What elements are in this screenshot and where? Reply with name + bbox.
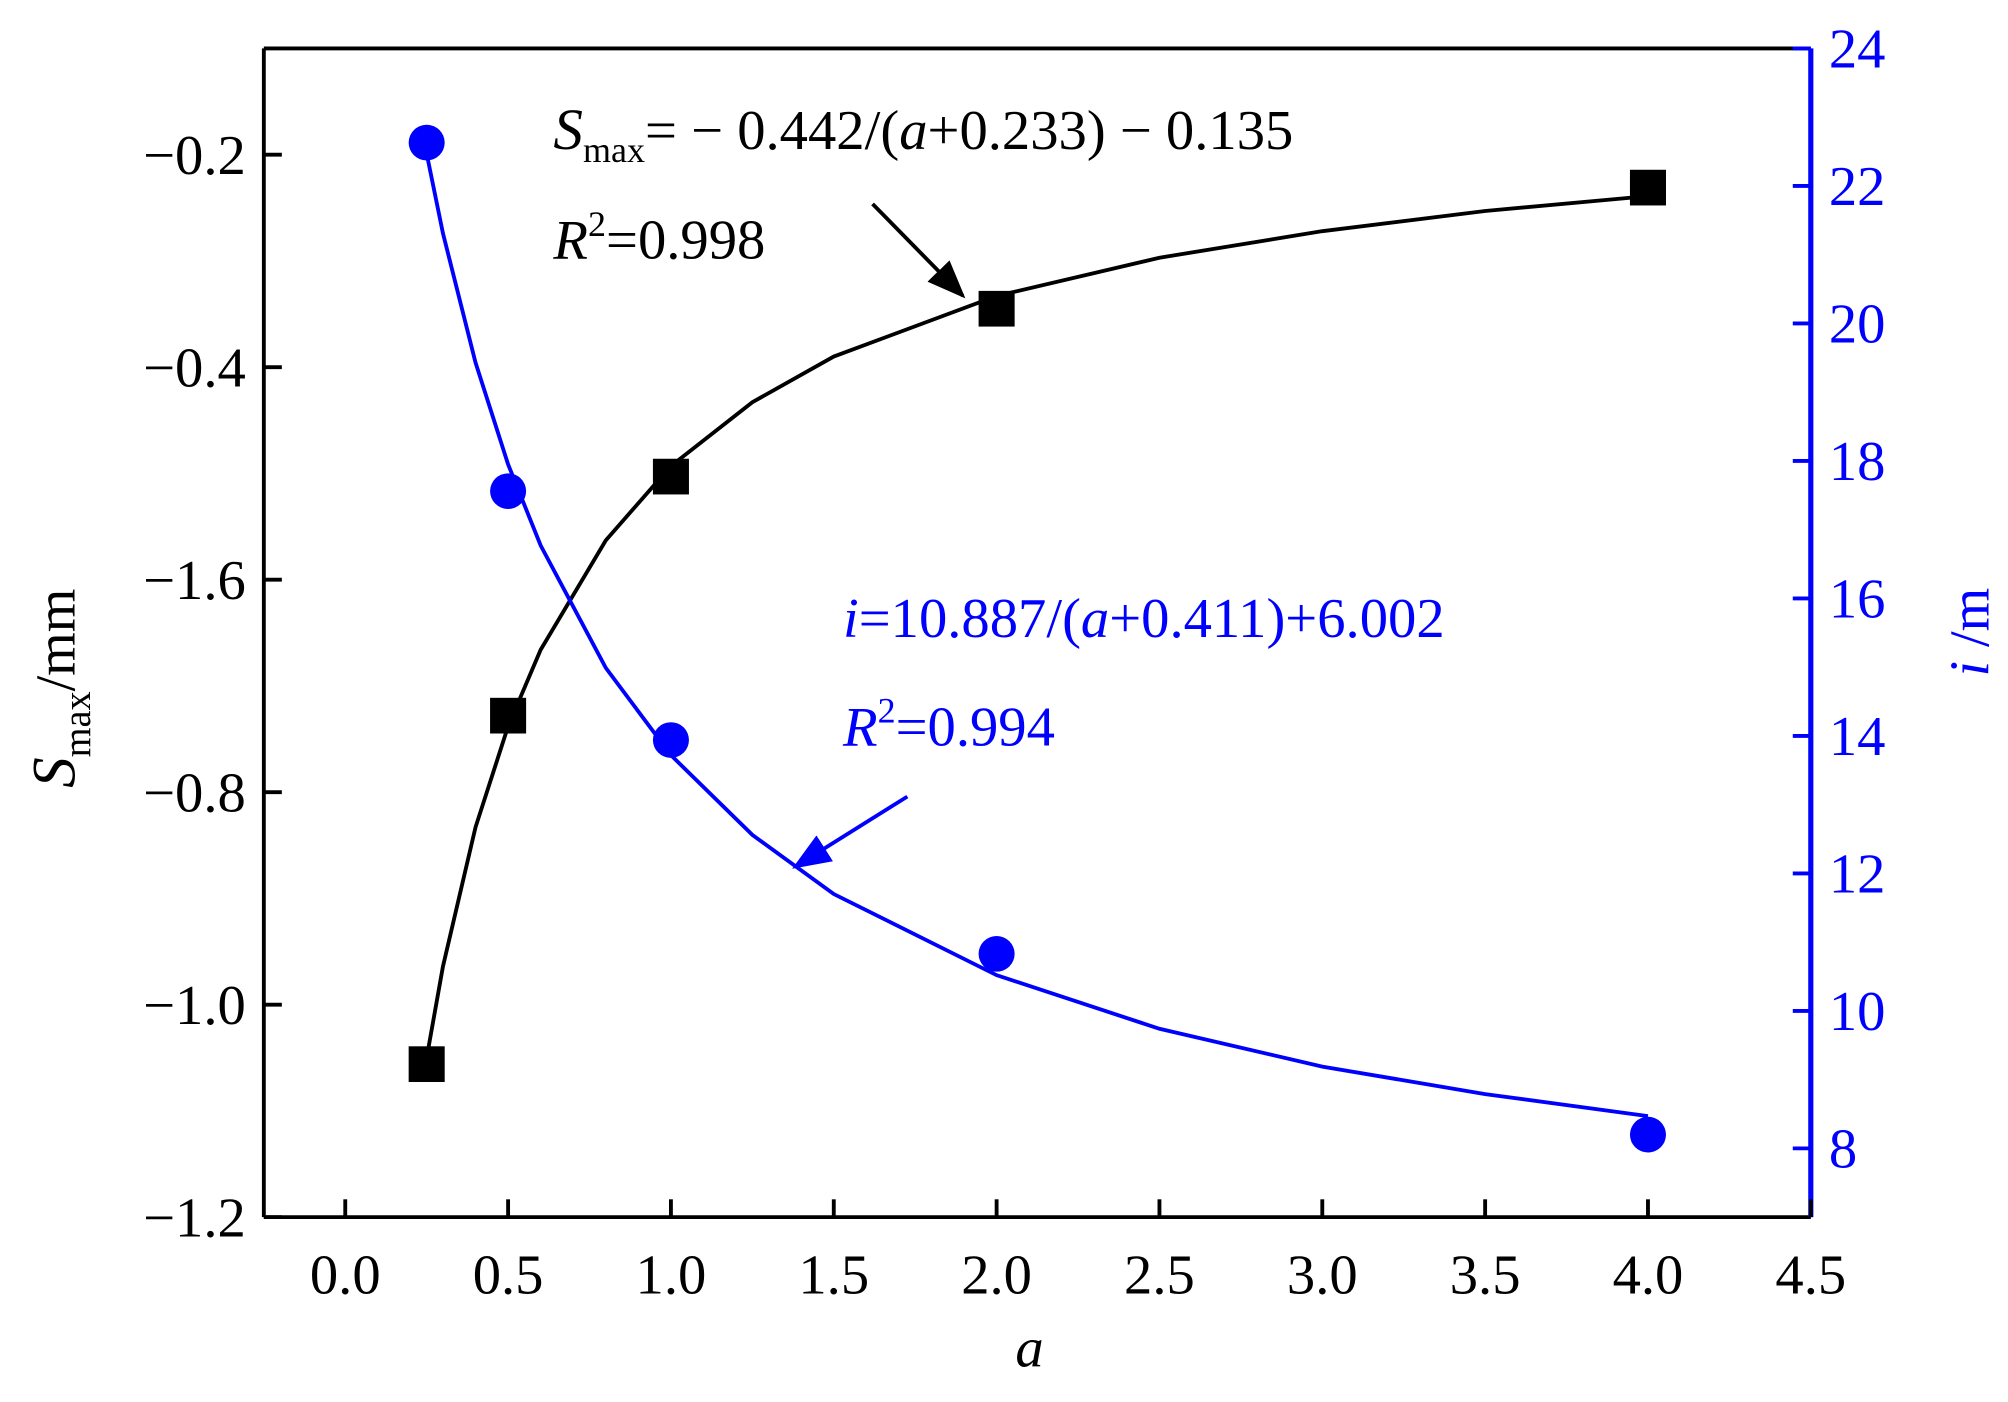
y-tick-label: −0.4 — [143, 338, 246, 400]
y2-tick-label: 16 — [1829, 569, 1886, 631]
annotation-part: R — [552, 210, 588, 272]
annotation-part: i — [843, 588, 859, 650]
marker — [1629, 1116, 1666, 1153]
x-tick-label: 0.0 — [310, 1245, 381, 1307]
annotation-part: a — [899, 100, 927, 162]
x-tick-label: 1.0 — [636, 1245, 707, 1307]
marker — [490, 473, 527, 510]
annotation-part: max — [583, 130, 645, 170]
annotation-part: R — [842, 697, 878, 759]
x-tick-label: 4.5 — [1775, 1245, 1846, 1307]
annotation-part: =10.887/( — [859, 588, 1081, 650]
annotation: R2=0.998 — [552, 204, 765, 272]
x-tick-label: 2.5 — [1124, 1245, 1195, 1307]
marker — [490, 697, 527, 734]
y-tick-label: −1.2 — [143, 1188, 246, 1250]
y2-tick-label: 8 — [1829, 1119, 1857, 1181]
y2-tick-label: 18 — [1829, 431, 1886, 493]
marker — [408, 1046, 445, 1082]
y2-tick-label: 12 — [1829, 844, 1886, 906]
annotation-arrow — [871, 202, 966, 299]
y-title-part: max — [57, 691, 99, 757]
marker — [652, 458, 689, 495]
marker — [652, 722, 689, 758]
annotation-part: a — [1081, 588, 1109, 650]
y2-title-part: /m — [1939, 588, 2001, 661]
x-tick-label: 3.5 — [1450, 1245, 1521, 1307]
y-tick-label: −1.6 — [143, 550, 246, 612]
y-title-part: S — [20, 757, 88, 788]
y-title-part: /mm — [25, 589, 87, 692]
marker — [978, 290, 1015, 327]
x-tick-label: 3.0 — [1287, 1245, 1358, 1307]
y2-title-part: i — [1939, 661, 2001, 677]
y-tick-label: −1.0 — [143, 975, 246, 1037]
fit-curve — [424, 194, 1649, 1059]
y2-axis-title: i /m — [1939, 588, 2001, 677]
annotation-part: = − 0.442/( — [645, 100, 899, 162]
x-tick-label: 0.5 — [473, 1245, 544, 1307]
y2-tick-label: 20 — [1829, 294, 1886, 356]
marker — [1629, 169, 1666, 206]
y-tick-label: −0.2 — [143, 125, 246, 187]
annotation-arrow — [792, 794, 909, 869]
annotation-part: =0.998 — [606, 210, 765, 272]
y-tick-label: −0.8 — [143, 763, 246, 825]
annotation: Smax= − 0.442/(a+0.233) − 0.135 — [553, 97, 1293, 169]
annotation-part: +0.411)+6.002 — [1109, 588, 1444, 650]
y2-tick-label: 22 — [1829, 156, 1886, 218]
annotation-part: =0.994 — [896, 697, 1055, 759]
annotation-part: +0.233) − 0.135 — [928, 100, 1294, 162]
x-tick-label: 1.5 — [798, 1245, 869, 1307]
x-axis-title: a — [1015, 1318, 1043, 1380]
fit-curve — [424, 153, 1649, 1118]
y2-tick-label: 14 — [1829, 706, 1886, 768]
plot-root: a Smax/mm i /m Smax= − 0.442/(a+0.233) −… — [20, 19, 2001, 1379]
annotation-part: S — [553, 97, 583, 162]
y2-tick-label: 24 — [1829, 19, 1886, 81]
annotation-part: 2 — [588, 204, 606, 244]
annotation-part: 2 — [878, 691, 896, 731]
annotation: i=10.887/(a+0.411)+6.002 — [843, 588, 1445, 650]
y-axis-title: Smax/mm — [20, 589, 99, 788]
x-tick-label: 2.0 — [961, 1245, 1032, 1307]
marker — [978, 935, 1015, 972]
annotation: R2=0.994 — [842, 691, 1055, 759]
x-tick-label: 4.0 — [1613, 1245, 1684, 1307]
marker — [408, 124, 445, 161]
y2-tick-label: 10 — [1829, 981, 1886, 1043]
